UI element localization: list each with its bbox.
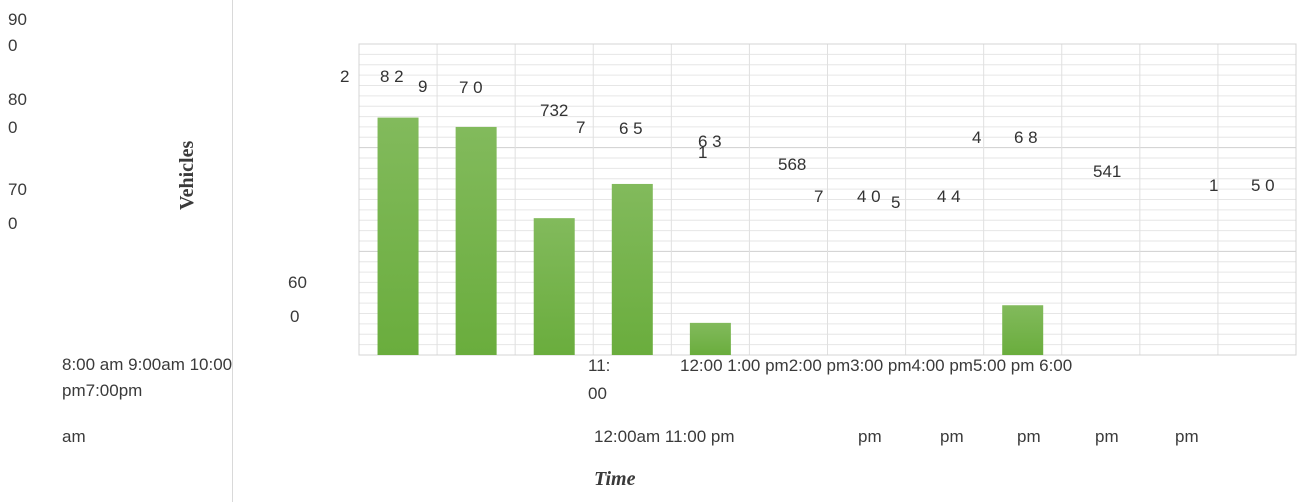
- bar-1: [377, 117, 419, 355]
- y-tick-label: 90: [8, 10, 27, 29]
- data-label: 732: [540, 101, 569, 120]
- x-tick-label: pm: [1175, 427, 1199, 446]
- bar-9: [1002, 305, 1044, 355]
- data-label: 8 2: [380, 67, 404, 86]
- data-label: 6 5: [619, 119, 643, 138]
- x-tick-label: pm: [1095, 427, 1119, 446]
- bar-4: [611, 183, 653, 355]
- y-tick-label: 80: [8, 90, 27, 109]
- data-label: 7: [576, 118, 586, 137]
- y-tick-label: 0: [290, 307, 300, 326]
- data-label: 7: [814, 187, 824, 206]
- y-tick-label: 70: [8, 180, 27, 199]
- plot-area-border: [358, 43, 1297, 356]
- data-label: 4: [972, 128, 982, 147]
- data-label: 6 8: [1014, 128, 1038, 147]
- x-axis-title: Time: [594, 468, 636, 490]
- bar-2: [455, 126, 497, 355]
- x-tick-label: pm: [1017, 427, 1041, 446]
- x-tick-label: 8:00 am 9:00am 10:00: [62, 355, 233, 374]
- bar-5: [689, 322, 731, 355]
- data-label: 1: [698, 143, 708, 162]
- y-tick-label: 0: [8, 36, 18, 55]
- data-label: 9: [418, 77, 428, 96]
- x-tick-label: 11:: [588, 356, 611, 375]
- x-tick-label: pm: [858, 427, 882, 446]
- panel-divider: [232, 0, 233, 502]
- x-tick-label: pm7:00pm: [62, 381, 143, 400]
- x-tick-label: pm: [940, 427, 964, 446]
- x-tick-label: am: [62, 427, 86, 446]
- data-label: 568: [778, 155, 807, 174]
- x-tick-label: 12:00am 11:00 pm: [594, 427, 735, 446]
- x-tick-label: 12:00 1:00 pm2:00 pm3:00 pm4:00 pm5:00 p…: [680, 356, 1073, 375]
- data-label: 7 0: [459, 78, 483, 97]
- bar-3: [533, 218, 575, 355]
- data-label: 2: [340, 67, 350, 86]
- data-label: 5: [891, 193, 901, 212]
- y-tick-label: 0: [8, 214, 18, 233]
- data-label: 4 4: [937, 187, 961, 206]
- y-tick-label: 0: [8, 118, 18, 137]
- data-label: 4 0: [857, 187, 881, 206]
- data-label: 1: [1209, 176, 1219, 195]
- y-tick-label: 60: [288, 273, 307, 292]
- data-label: 541: [1093, 162, 1122, 181]
- x-tick-label: 00: [588, 384, 607, 403]
- data-label: 5 0: [1251, 176, 1275, 195]
- data-label: 6 3: [698, 132, 722, 151]
